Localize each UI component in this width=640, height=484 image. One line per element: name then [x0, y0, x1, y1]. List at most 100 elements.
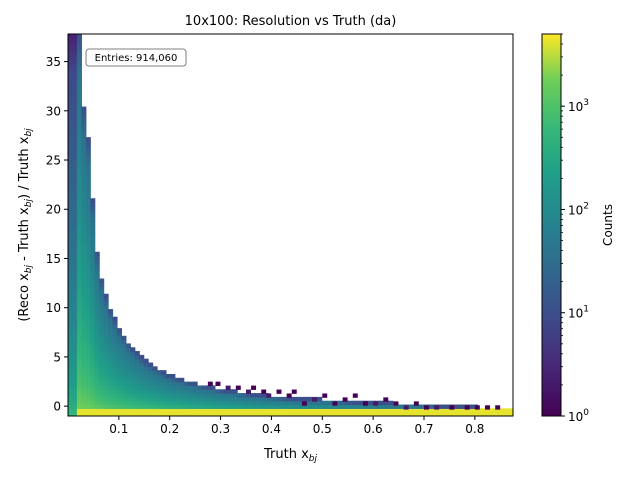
heatmap-cell — [81, 408, 87, 413]
heatmap-cell — [108, 328, 114, 333]
heatmap-cell — [112, 320, 118, 325]
heatmap-cell — [72, 347, 78, 352]
heatmap-cell — [85, 320, 91, 325]
heatmap-cell — [81, 137, 87, 142]
heatmap-cell — [339, 412, 345, 416]
heatmap-cell — [250, 404, 256, 409]
heatmap-cell — [68, 358, 74, 364]
heatmap-cell — [415, 412, 421, 416]
heatmap-cell — [76, 339, 82, 345]
heatmap-cell — [290, 412, 296, 416]
heatmap-cell — [272, 400, 278, 406]
heatmap-cell — [103, 301, 109, 306]
heatmap-cell — [76, 45, 82, 50]
heatmap-cell — [125, 343, 131, 348]
heatmap-cell — [152, 370, 158, 375]
heatmap-sparse-cell — [424, 405, 429, 410]
heatmap-cell — [72, 289, 78, 295]
heatmap-cell — [68, 320, 74, 325]
heatmap-cell — [121, 347, 127, 352]
heatmap-cell — [94, 328, 100, 333]
heatmap-cell — [148, 373, 154, 379]
heatmap-cell — [94, 400, 100, 406]
heatmap-cell — [90, 244, 96, 249]
heatmap-cell — [94, 293, 100, 299]
heatmap-cell — [179, 396, 185, 402]
heatmap-cell — [259, 404, 265, 409]
heatmap-cell — [108, 324, 114, 329]
heatmap-cell — [361, 408, 367, 413]
heatmap-cell — [72, 377, 78, 383]
heatmap-cell — [330, 404, 336, 409]
heatmap-cell — [290, 408, 296, 413]
heatmap-cell — [76, 259, 82, 264]
heatmap-cell — [130, 377, 136, 383]
heatmap-cell — [130, 385, 136, 390]
heatmap-cell — [76, 358, 82, 364]
heatmap-cell — [94, 404, 100, 409]
heatmap-cell — [76, 144, 82, 150]
heatmap-cell — [241, 412, 247, 416]
heatmap-cell — [330, 412, 336, 416]
heatmap-cell — [343, 412, 349, 416]
heatmap-cell — [161, 385, 167, 390]
heatmap-cell — [103, 366, 109, 371]
heatmap-cell — [383, 400, 389, 406]
heatmap-cell — [72, 175, 78, 180]
heatmap-cell — [90, 373, 96, 379]
heatmap-cell — [112, 316, 118, 322]
heatmap-cell — [246, 400, 252, 406]
heatmap-cell — [90, 270, 96, 276]
heatmap-cell — [139, 389, 145, 394]
heatmap-cell — [108, 339, 114, 345]
heatmap-cell — [254, 400, 260, 406]
heatmap-cell — [339, 404, 345, 409]
heatmap-cell — [99, 370, 105, 375]
heatmap-cell — [68, 324, 74, 329]
heatmap-cell — [174, 400, 180, 406]
heatmap-cell — [424, 412, 430, 416]
heatmap-cell — [90, 347, 96, 352]
heatmap-cell — [165, 377, 171, 383]
heatmap-cell — [94, 370, 100, 375]
heatmap-sparse-cell — [342, 397, 348, 402]
chart-title: 10x100: Resolution vs Truth (da) — [185, 14, 397, 29]
heatmap-cell — [143, 373, 149, 379]
heatmap-cell — [68, 263, 74, 268]
heatmap-cell — [85, 236, 91, 241]
heatmap-cell — [116, 412, 122, 416]
heatmap-cell — [68, 339, 74, 345]
heatmap-cell — [388, 408, 394, 413]
heatmap-cell — [455, 404, 461, 409]
heatmap-cell — [72, 278, 78, 283]
heatmap-cell — [68, 289, 74, 295]
heatmap-cell — [85, 297, 91, 302]
heatmap-cell — [68, 41, 74, 47]
heatmap-cell — [81, 255, 87, 260]
heatmap-cell — [192, 412, 198, 416]
heatmap-cell — [165, 393, 171, 398]
heatmap-cell — [90, 297, 96, 302]
heatmap-cell — [335, 408, 341, 413]
heatmap-cell — [72, 362, 78, 367]
heatmap-cell — [81, 167, 87, 173]
heatmap-cell — [179, 381, 185, 387]
heatmap-sparse-cell — [266, 393, 272, 398]
heatmap-cell — [321, 404, 327, 409]
heatmap-cell — [179, 393, 185, 398]
heatmap-cell — [477, 412, 483, 416]
heatmap-cell — [459, 412, 465, 416]
heatmap-cell — [81, 251, 87, 257]
heatmap-cell — [308, 400, 314, 406]
heatmap-cell — [192, 408, 198, 413]
heatmap-cell — [303, 412, 309, 416]
heatmap-cell — [76, 316, 82, 322]
heatmap-cell — [99, 400, 105, 406]
heatmap-cell — [68, 221, 74, 226]
heatmap-cell — [277, 408, 283, 413]
heatmap-cell — [72, 167, 78, 173]
heatmap-cell — [125, 385, 131, 390]
heatmap-cell — [259, 396, 265, 402]
heatmap-cell — [223, 393, 229, 398]
heatmap-cell — [81, 236, 87, 241]
